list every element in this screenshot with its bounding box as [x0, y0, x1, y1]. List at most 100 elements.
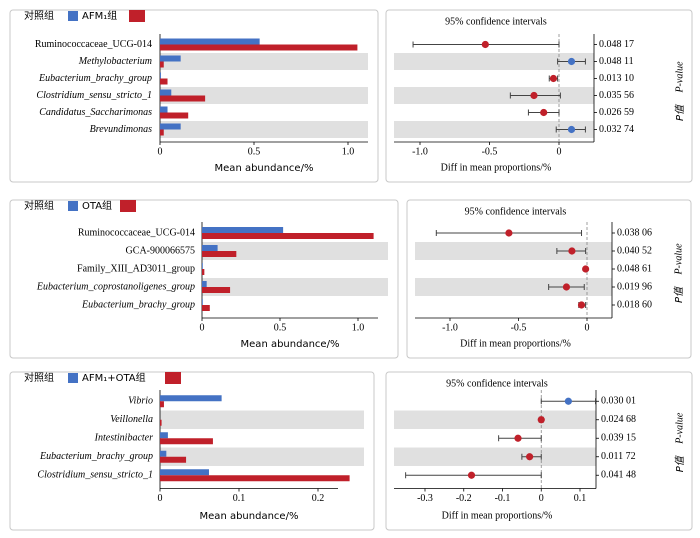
bar-treatment: [202, 305, 210, 311]
p-value-label: 0.041 48: [601, 470, 636, 481]
p-value-label: 0.035 56: [599, 90, 634, 101]
ci-title: 95% confidence intervals: [445, 16, 547, 27]
bar-category-label: Eubacterium_brachy_group: [38, 73, 152, 84]
bar-control: [160, 469, 209, 476]
bar-treatment: [160, 78, 168, 85]
ci-panel-2: 95% confidence intervals -1.0 -0.5 0 Diff in…: [406, 199, 692, 359]
ci-point: [549, 74, 558, 83]
p-value-label: 0.026 59: [599, 107, 634, 118]
bar-category-label: GCA-900066575: [126, 245, 195, 256]
bar-treatment: [160, 475, 350, 482]
p-axis-label-cn: P值: [674, 454, 686, 472]
ci-x-tick-label: 0: [585, 322, 590, 333]
ci-x-axis-label: Diff in mean proportions/%: [442, 510, 553, 521]
ci-panel-frame: [385, 9, 693, 183]
p-value-label: 0.024 68: [601, 414, 636, 425]
ci-x-tick-label: 0: [539, 493, 544, 504]
ci-point: [568, 247, 576, 255]
bar-control: [160, 395, 222, 402]
bar-category-label: Clostridium_sensu_stricto_1: [36, 90, 152, 101]
ci-point: [540, 108, 548, 117]
row-stripe: [394, 410, 596, 429]
bar-treatment: [202, 287, 231, 293]
bar-panel-1: 对照组 AFM₁组 0 0.5 1.0 Mean abundance/% Ruminococ…: [9, 9, 379, 183]
ci-panel-frame: [406, 199, 692, 359]
bar-category-label: Eubacterium_brachy_group: [39, 451, 153, 462]
bar-treatment: [160, 61, 164, 68]
bar-x-tick-label: 0: [200, 322, 205, 333]
bar-control: [202, 299, 203, 305]
bar-control: [202, 245, 218, 251]
p-value-label: 0.013 10: [599, 73, 634, 84]
row-stripe: [160, 410, 364, 429]
bar-panel-frame: [9, 199, 399, 359]
bar-category-label: Brevundimonas: [90, 124, 153, 135]
ci-point: [567, 125, 576, 134]
ci-point: [567, 57, 576, 66]
bar-category-label: Clostridium_sensu_stricto_1: [37, 470, 153, 481]
bar-treatment: [160, 112, 189, 119]
legend-control-swatch: [68, 11, 78, 21]
bar-panel-2: 对照组 OTA组 0 0.5 1.0 Mean abundance/% Ruminococc…: [9, 199, 399, 359]
bar-category-label: Intestinibacter: [94, 433, 153, 444]
p-value-label: 0.040 52: [617, 245, 652, 256]
bar-control: [160, 89, 172, 96]
p-value-label: 0.039 15: [601, 433, 636, 444]
bar-treatment: [160, 438, 213, 445]
ci-x-tick-label: -0.1: [495, 493, 511, 504]
bar-x-tick-label: 0.5: [274, 322, 287, 333]
p-value-label: 0.048 11: [599, 56, 634, 67]
p-value-label: 0.019 96: [617, 281, 652, 292]
bar-category-label: Eubacterium_coprostanoligenes_group: [36, 281, 195, 292]
legend-control-label: 对照组: [24, 371, 54, 384]
bar-x-tick-label: 0.1: [233, 493, 246, 504]
legend-treatment-swatch: [120, 200, 136, 212]
row-stripe: [202, 278, 388, 296]
bar-control: [160, 106, 168, 113]
ci-point: [582, 265, 590, 273]
ci-point: [526, 453, 534, 461]
ci-point: [467, 471, 476, 479]
bar-category-label: Veillonella: [110, 414, 153, 425]
bar-treatment: [160, 44, 358, 51]
ci-x-tick-label: -1.0: [442, 322, 458, 333]
bar-category-label: Ruminococcaceae_UCG-014: [78, 227, 195, 238]
bar-control: [202, 281, 207, 287]
bar-control: [160, 55, 181, 62]
ci-x-tick-label: 0: [557, 146, 562, 157]
row-stripe: [394, 87, 594, 104]
p-value-label: 0.038 06: [617, 227, 652, 238]
legend-treatment-label: OTA组: [82, 199, 112, 212]
bar-treatment: [160, 401, 164, 408]
bar-category-label: Ruminococcaceae_UCG-014: [35, 39, 152, 50]
p-axis-label-en: P-value: [674, 412, 685, 445]
legend-control-swatch: [68, 201, 78, 211]
p-axis-label-en: P-value: [673, 243, 684, 276]
legend-treatment-label: AFM₁组: [82, 9, 117, 22]
row-stripe: [160, 87, 368, 104]
bar-panel-3: 对照组 AFM₁+OTA组 0 0.1 0.2 Mean abundance/% Vibri…: [9, 371, 375, 531]
p-value-label: 0.018 60: [617, 299, 652, 310]
legend-treatment-label: AFM₁+OTA组: [82, 371, 146, 384]
bar-x-tick-label: 0.2: [312, 493, 325, 504]
bar-control: [160, 72, 161, 79]
bar-x-tick-label: 0.5: [248, 146, 261, 157]
bar-category-label: Family_XIII_AD3011_group: [77, 263, 195, 274]
bar-control: [202, 263, 203, 269]
p-axis-label-en: P-value: [674, 61, 685, 94]
legend-treatment-swatch: [129, 10, 145, 22]
ci-x-axis-label: Diff in mean proportions/%: [460, 338, 571, 349]
ci-x-tick-label: -0.5: [511, 322, 527, 333]
ci-point: [514, 434, 522, 442]
bar-treatment: [160, 129, 164, 136]
bar-control: [160, 123, 181, 130]
row-stripe: [160, 447, 364, 466]
row-stripe: [415, 278, 612, 296]
bar-x-tick-label: 0: [158, 146, 163, 157]
ci-x-axis-label: Diff in mean proportions/%: [441, 162, 552, 173]
bar-x-axis-label: Mean abundance/%: [215, 163, 314, 174]
p-axis-label-cn: P值: [673, 285, 685, 303]
bar-category-label: Methylobacterium: [78, 56, 152, 67]
ci-point: [562, 283, 571, 291]
